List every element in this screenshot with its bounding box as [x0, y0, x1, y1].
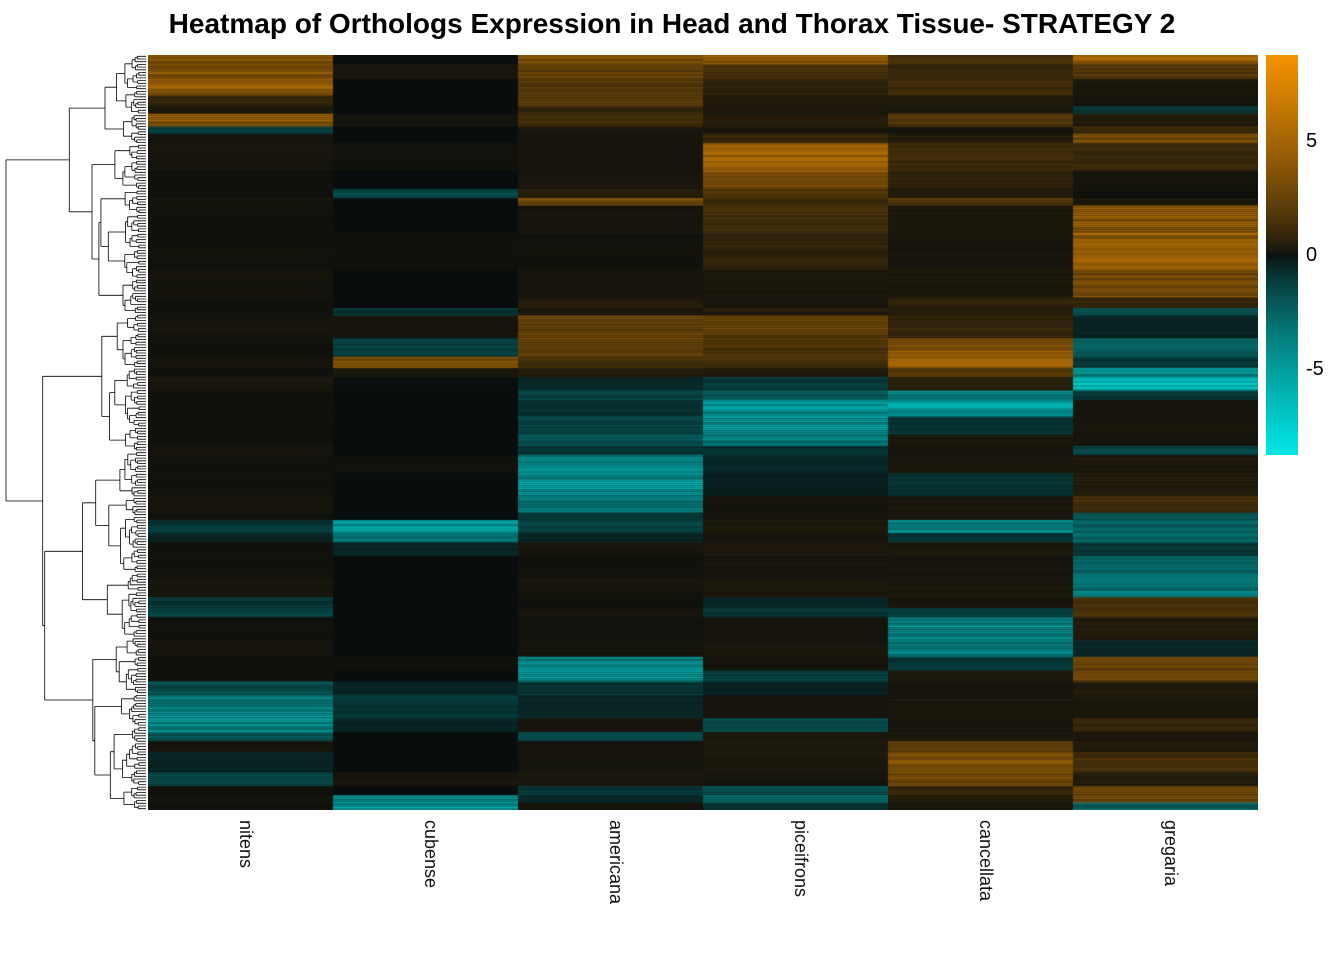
column-label-cancellata: cancellata	[976, 820, 996, 902]
colorbar-gradient	[1266, 55, 1298, 455]
column-label-piceifrons: piceifrons	[791, 820, 811, 898]
row-dendrogram	[5, 55, 146, 810]
column-label-gregaria: gregaria	[1161, 820, 1181, 887]
page-title: Heatmap of Orthologs Expression in Head …	[168, 8, 1176, 39]
colorbar-tick-0: 0	[1306, 244, 1318, 266]
column-label-cubense: cubense	[421, 820, 441, 889]
heatmap-canvas	[148, 55, 1258, 810]
colorbar-tick-neg5: -5	[1306, 357, 1324, 380]
column-label-nitens: nitens	[236, 820, 256, 869]
colorbar-tick-5: 5	[1306, 130, 1318, 153]
column-label-americana: americana	[606, 820, 626, 905]
